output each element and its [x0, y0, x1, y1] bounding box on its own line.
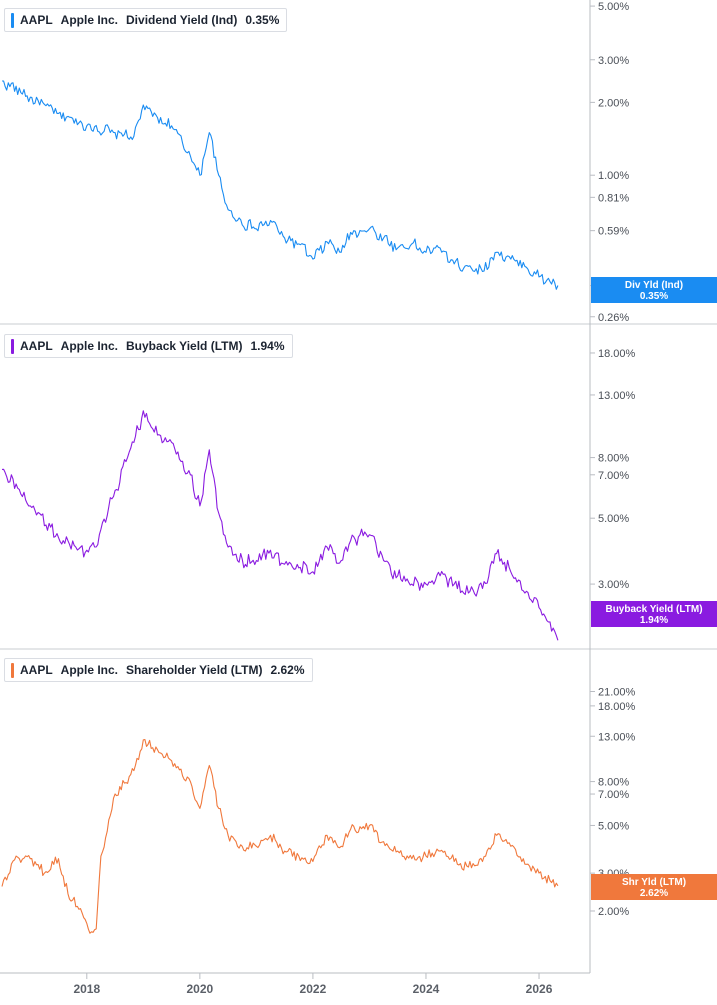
y-tick-label: 5.00% [598, 513, 629, 525]
legend-metric: Buyback Yield (LTM) [126, 339, 243, 353]
x-tick-label: 2020 [186, 982, 213, 996]
y-tick-label: 7.00% [598, 789, 629, 801]
x-tick-label: 2022 [300, 982, 327, 996]
legend-swatch [11, 12, 14, 28]
legend-shareholder[interactable]: AAPL Apple Inc. Shareholder Yield (LTM) 2.6… [4, 658, 313, 682]
value-flag [591, 277, 717, 303]
series-line-shareholder[interactable] [1, 738, 559, 934]
value-flag-label: Shr Yld (LTM) [622, 877, 686, 888]
y-tick-label: 1.00% [598, 170, 629, 182]
legend-company: Apple Inc. [60, 663, 119, 677]
x-tick-label: 2018 [73, 982, 100, 996]
legend-metric: Dividend Yield (Ind) [126, 13, 238, 27]
value-flag [591, 874, 717, 900]
y-tick-label: 7.00% [598, 470, 629, 482]
y-tick-label: 3.00% [598, 55, 629, 67]
series-line-buyback[interactable] [1, 410, 559, 641]
panel-buyback: 18.00% 13.00% 8.00% 7.00% 5.00% 3.00% Buyback … [0, 348, 717, 650]
y-tick-label: 18.00% [598, 348, 636, 360]
value-flag-value: 2.62% [640, 888, 668, 899]
value-flag-value: 0.35% [640, 291, 668, 302]
legend-metric: Shareholder Yield (LTM) [126, 663, 263, 677]
y-tick-label: 0.26% [598, 312, 629, 324]
legend-value: 2.62% [270, 663, 305, 677]
value-flag [591, 601, 717, 627]
y-tick-label: 21.00% [598, 686, 636, 698]
y-tick-label: 0.59% [598, 226, 629, 238]
y-tick-label: 5.00% [598, 820, 629, 832]
y-tick-label: 0.81% [598, 192, 629, 204]
panel-shareholder: 21.00%18.00%13.00%8.00%7.00%5.00%3.00%2.… [1, 686, 717, 934]
panel-dividend: 5.00% 3.00% 2.00% 1.00% 0.81% 0.59% 0.35% 0.26%… [0, 1, 717, 325]
y-tick-label: 2.00% [598, 906, 629, 918]
y-tick-label: 3.00% [598, 579, 629, 591]
legend-company: Apple Inc. [60, 13, 119, 27]
value-flag-label: Buyback Yield (LTM) [605, 604, 702, 615]
value-flag-value: 1.94% [640, 615, 668, 626]
legend-ticker: AAPL [20, 13, 53, 27]
legend-value: 0.35% [245, 13, 280, 27]
series-line-dividend[interactable] [2, 80, 559, 290]
legend-ticker: AAPL [20, 663, 53, 677]
legend-dividend[interactable]: AAPL Apple Inc. Dividend Yield (Ind) 0.35% [4, 8, 288, 32]
y-tick-label: 18.00% [598, 701, 636, 713]
x-tick-label: 2024 [413, 982, 440, 996]
y-tick-label: 8.00% [598, 777, 629, 789]
value-flag-label: Div Yld (Ind) [625, 280, 683, 291]
y-tick-label: 2.00% [598, 97, 629, 109]
legend-buyback[interactable]: AAPL Apple Inc. Buyback Yield (LTM) 1.94% [4, 334, 293, 358]
y-tick-label: 8.00% [598, 453, 629, 465]
legend-company: Apple Inc. [60, 339, 119, 353]
legend-ticker: AAPL [20, 339, 53, 353]
legend-value: 1.94% [250, 339, 285, 353]
legend-swatch [11, 662, 14, 678]
y-tick-label: 13.00% [598, 731, 636, 743]
legend-swatch [11, 338, 14, 354]
y-tick-label: 13.00% [598, 390, 636, 402]
y-tick-label: 5.00% [598, 1, 629, 13]
x-tick-label: 2026 [526, 982, 553, 996]
